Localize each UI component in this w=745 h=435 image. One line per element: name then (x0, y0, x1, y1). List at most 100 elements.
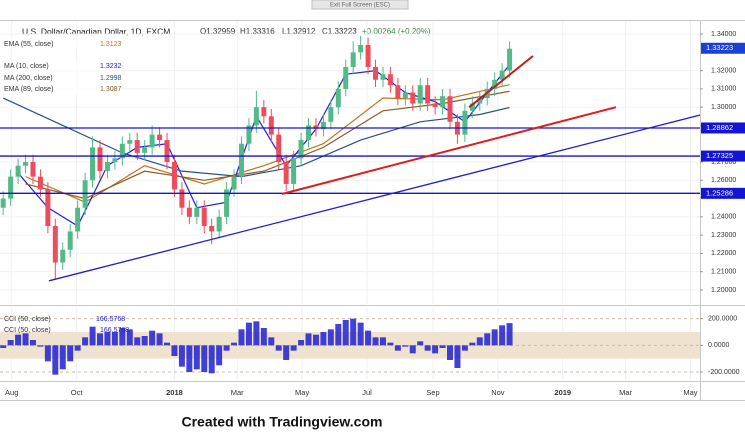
legend-bg (2, 84, 120, 94)
cci-bar (447, 345, 453, 360)
cci-bar (394, 345, 401, 351)
candle-body (343, 66, 349, 89)
ohlc-low: L1.32912 (282, 27, 316, 36)
candle-body (477, 98, 483, 104)
y-tick-label: 1.34000 (711, 31, 736, 38)
chart-title: U.S. Dollar/Canadian Dollar, 1D, FXCM (22, 26, 170, 36)
candle-body (507, 48, 513, 71)
cci-bar (193, 345, 200, 370)
legend-value: 1.3123 (100, 41, 122, 48)
cci-bar (186, 345, 193, 372)
cci-bar (350, 318, 357, 346)
candle-body (127, 140, 133, 144)
candle-body (201, 207, 207, 226)
candle-body (350, 52, 356, 67)
change: +0.00264 (+0.20%) (362, 27, 431, 36)
candle-body (134, 140, 140, 153)
candle-body (283, 162, 289, 184)
y-tick-label: 1.31000 (711, 86, 736, 93)
level-label: 1.28862 (706, 123, 733, 132)
legend-label: EMA (89, close) (4, 86, 53, 93)
y-tick-label: 1.23000 (711, 232, 736, 239)
candle-body (306, 125, 312, 141)
cci-bar (499, 325, 506, 346)
cci-bar (365, 330, 372, 346)
cci-bar (298, 340, 305, 346)
exit-button-label[interactable]: Exit Full Screen (ESC) (330, 3, 390, 9)
x-tick-label: Sep (426, 388, 439, 397)
y-tick-label: 1.30000 (711, 104, 736, 111)
cci-bar (432, 345, 439, 354)
trendline (281, 106, 617, 195)
x-tick-label: Nov (491, 388, 505, 397)
cci-bar (491, 329, 498, 346)
candle-body (320, 121, 326, 130)
cci-bar (335, 324, 342, 346)
candle-body (276, 134, 282, 163)
candle-body (492, 79, 498, 89)
cci-bar (216, 345, 223, 366)
y-tick-label: 1.21000 (711, 269, 736, 276)
cci-bar (164, 342, 171, 346)
y-tick-label: 1.22000 (711, 250, 736, 257)
candle-body (15, 165, 21, 177)
x-tick-label: Mar (231, 388, 244, 397)
candle-body (417, 85, 423, 104)
cci-bar (178, 345, 185, 367)
level-label-box (701, 150, 745, 162)
legend-label: MA (10, close) (4, 63, 49, 70)
cci-bar (424, 345, 431, 351)
candle-body (238, 143, 244, 177)
cci-bar (387, 342, 394, 346)
candle-body (82, 180, 88, 208)
last-price-box (701, 42, 745, 54)
cci-bar (253, 321, 260, 346)
ohlc-close: C1.33223 (322, 27, 357, 36)
legend-bg (2, 61, 120, 71)
cci-bar (506, 323, 513, 346)
legend-value: 1.3232 (100, 63, 122, 70)
cci-bar (305, 333, 312, 346)
cci-bar (126, 329, 133, 346)
cci-bar (231, 342, 238, 346)
candle-body (499, 70, 505, 80)
cci-bar (149, 330, 156, 346)
candle-body (75, 207, 81, 232)
cci-pane (0, 308, 700, 380)
x-tick-label: 2019 (554, 388, 571, 397)
cci-bar (454, 345, 461, 368)
candle-body (395, 85, 401, 99)
cci-bar (327, 329, 334, 346)
candle-body (253, 107, 259, 126)
x-tick-label: Mar (619, 388, 632, 397)
candle-body (365, 45, 371, 67)
candle-body (179, 189, 185, 208)
level-label-box (701, 187, 745, 199)
candle-body (298, 140, 304, 159)
cci-bar (342, 320, 349, 346)
cci-bar (402, 345, 409, 347)
cci-legend: CCI (50, close) (4, 327, 51, 334)
cci-bar (201, 345, 208, 372)
candle-body (268, 116, 274, 135)
cci-bar (59, 345, 66, 370)
exit-button[interactable] (311, 0, 409, 10)
candle-body (104, 162, 110, 172)
candle-body (432, 103, 438, 108)
cci-bar (171, 345, 178, 356)
cci-bar (208, 345, 215, 374)
legend-value: 1.2998 (100, 75, 122, 82)
candle-body (23, 162, 29, 166)
level-label-box (701, 122, 745, 134)
legend-label: MA (200, close) (4, 75, 53, 82)
x-tick-label: Aug (5, 388, 18, 397)
cci-bar (312, 334, 319, 346)
ohlc-high: H1.33316 (240, 27, 275, 36)
x-tick-label: 2018 (166, 388, 183, 397)
cci-tick-label: -200.0000 (708, 369, 740, 376)
legend-label: EMA (55, close) (4, 41, 53, 48)
last-price-label: 1.33223 (706, 43, 733, 52)
footer: Created with Tradingview.com (182, 414, 383, 430)
cci-bar (461, 345, 468, 351)
level-label: 1.25286 (706, 188, 733, 197)
